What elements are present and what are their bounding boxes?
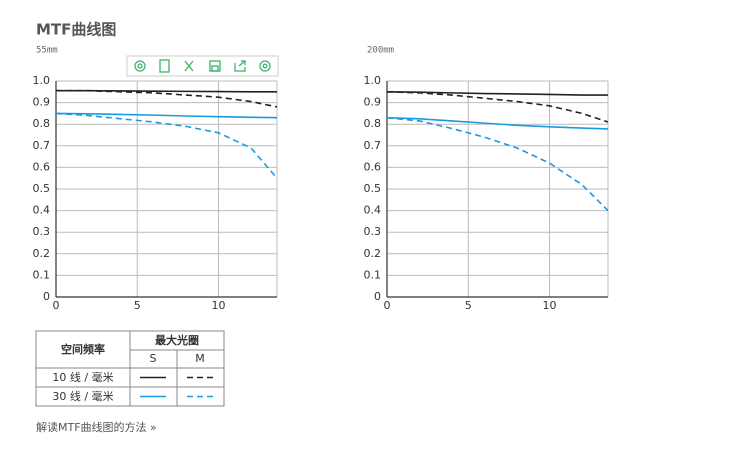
chart-subtitle: 200mm — [367, 46, 394, 56]
y-tick-label: 0.6 — [364, 160, 382, 173]
y-tick-label: 0.3 — [364, 225, 382, 238]
y-tick-label: 0.7 — [33, 139, 51, 152]
mtf-curve — [55, 112, 278, 119]
zoom-button[interactable] — [134, 60, 146, 72]
legend-table: 空间频率 最大光圈 S M 10 线 / 毫米 30 线 / 毫米 — [35, 330, 225, 407]
view-button[interactable] — [159, 59, 170, 73]
y-tick-label: 0 — [43, 290, 50, 303]
mtf-curve — [56, 89, 277, 93]
y-tick-label: 0.9 — [33, 96, 51, 109]
y-tick-label: 0.8 — [33, 117, 51, 130]
table-subheader: M — [195, 352, 205, 365]
help-link[interactable]: 解读MTF曲线图的方法 » — [36, 420, 157, 434]
x-tick-label: 0 — [53, 299, 60, 312]
mtf-curve — [55, 112, 278, 179]
y-tick-label: 0.4 — [364, 204, 382, 217]
x-tick-label: 10 — [212, 299, 226, 312]
y-tick-label: 1.0 — [33, 74, 51, 87]
y-tick-label: 0.1 — [33, 268, 51, 281]
y-tick-label: 0 — [374, 290, 381, 303]
x-tick-label: 10 — [543, 299, 557, 312]
table-row-label: 10 线 / 毫米 — [52, 370, 113, 384]
settings-button[interactable] — [259, 60, 271, 72]
fullscreen-button[interactable] — [184, 60, 194, 72]
mtf-curve — [386, 91, 609, 123]
y-tick-label: 1.0 — [364, 74, 382, 87]
y-tick-label: 0.3 — [33, 225, 51, 238]
mtf-curve — [386, 91, 608, 96]
y-tick-label: 0.4 — [33, 204, 51, 217]
table-header: 空间频率 — [61, 342, 105, 356]
x-tick-label: 5 — [134, 299, 141, 312]
share-button[interactable] — [234, 60, 246, 72]
table-subheader: S — [150, 352, 157, 365]
chart-subtitle: 55mm — [36, 46, 58, 56]
x-tick-label: 5 — [465, 299, 472, 312]
y-tick-label: 0.2 — [364, 247, 382, 260]
y-tick-label: 0.6 — [33, 160, 51, 173]
mtf-curve — [386, 116, 609, 212]
page-title: MTF曲线图 — [36, 21, 116, 39]
y-tick-label: 0.9 — [364, 96, 382, 109]
save-button[interactable] — [209, 60, 221, 72]
y-tick-label: 0.8 — [364, 117, 382, 130]
y-tick-label: 0.5 — [33, 182, 51, 195]
table-row-label: 30 线 / 毫米 — [52, 389, 113, 403]
y-tick-label: 0.1 — [364, 268, 382, 281]
x-tick-label: 0 — [384, 299, 391, 312]
table-header: 最大光圈 — [155, 333, 199, 347]
y-tick-label: 0.7 — [364, 139, 382, 152]
mtf-curve — [386, 116, 609, 130]
y-tick-label: 0.2 — [33, 247, 51, 260]
toolbar — [126, 55, 279, 77]
y-tick-label: 0.5 — [364, 182, 382, 195]
mtf-curve — [56, 89, 278, 108]
